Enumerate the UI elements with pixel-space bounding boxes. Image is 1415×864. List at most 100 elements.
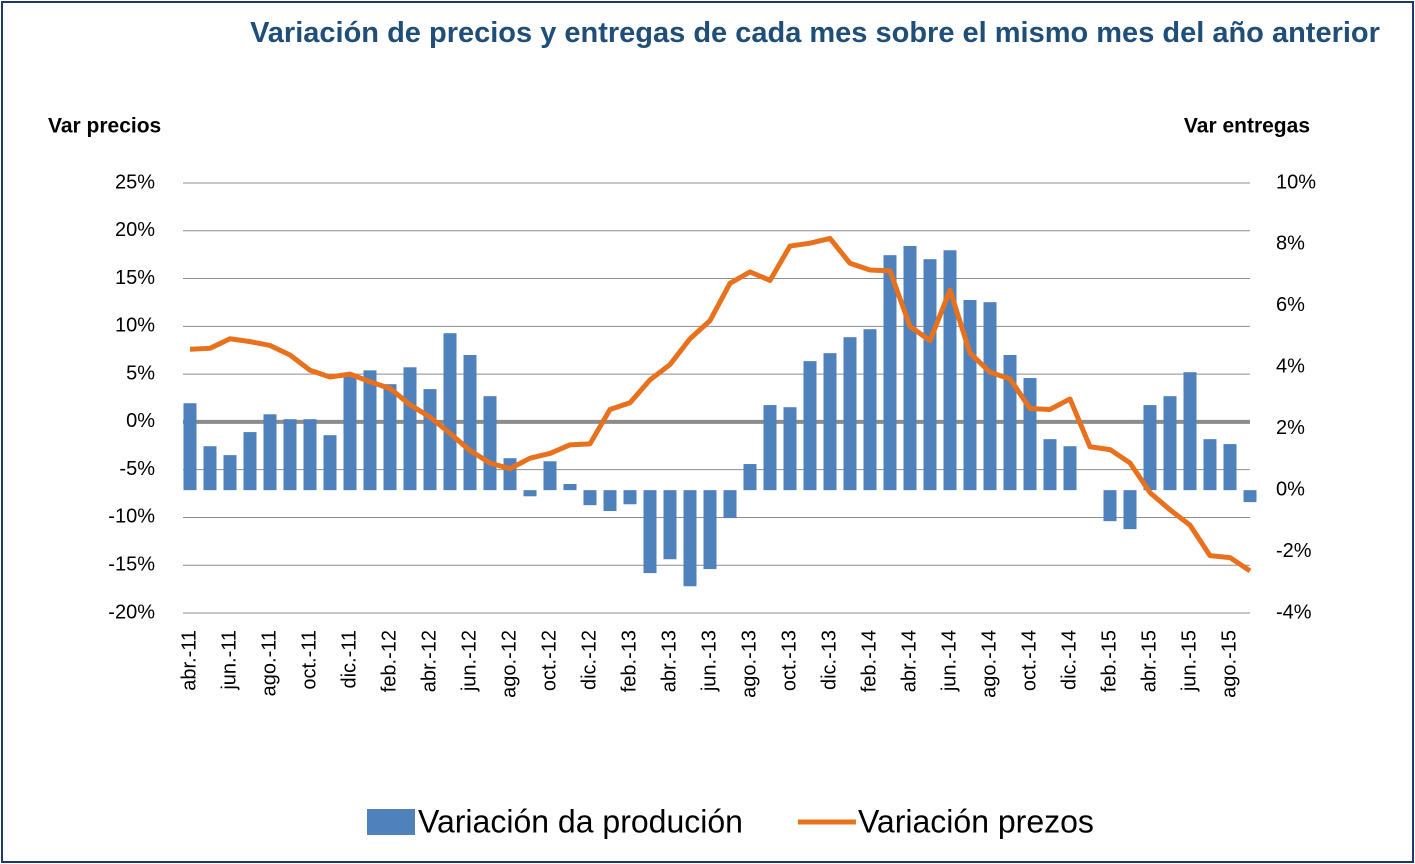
y-axis-label: Var precios xyxy=(48,115,161,138)
bar xyxy=(343,375,357,491)
bar xyxy=(523,490,537,497)
bar xyxy=(403,367,417,491)
bar xyxy=(1183,372,1197,491)
x-tick-label: jun.-12 xyxy=(458,630,480,692)
y2-tick-label: 6% xyxy=(1276,294,1305,316)
bar xyxy=(1123,490,1137,530)
x-tick-label: dic.-14 xyxy=(1058,630,1080,690)
x-tick-label: abr.-13 xyxy=(658,630,680,692)
x-tick-label: ago.-14 xyxy=(978,630,1000,698)
bar xyxy=(643,490,657,574)
bar xyxy=(903,245,917,491)
y-tick-label: 10% xyxy=(115,315,155,337)
bar xyxy=(263,414,277,491)
y-tick-label: 25% xyxy=(115,171,155,193)
bar xyxy=(583,490,597,506)
y2-tick-label: 4% xyxy=(1276,356,1305,378)
bar xyxy=(243,432,257,491)
legend-label: Variación da produción xyxy=(418,803,743,839)
y-tick-label: -5% xyxy=(119,458,155,480)
x-tick-label: oct.-12 xyxy=(538,630,560,691)
bar xyxy=(1163,396,1177,491)
bar xyxy=(663,490,677,560)
bar xyxy=(363,370,377,491)
bar xyxy=(1143,405,1157,491)
chart-title: Variación de precios y entregas de cada … xyxy=(250,17,1380,49)
bar xyxy=(543,461,557,491)
y-tick-label: -10% xyxy=(108,506,155,528)
bar xyxy=(803,361,817,491)
bar xyxy=(323,435,337,491)
bar xyxy=(223,455,237,491)
x-tick-label: dic.-12 xyxy=(578,630,600,690)
y-tick-label: 20% xyxy=(115,219,155,241)
bar xyxy=(1063,446,1077,491)
legend-swatch xyxy=(367,809,415,835)
x-tick-label: abr.-14 xyxy=(898,630,920,692)
x-tick-label: ago.-12 xyxy=(498,630,520,698)
bar xyxy=(183,403,197,491)
bar xyxy=(1203,439,1217,491)
bar xyxy=(703,490,717,570)
x-tick-label: abr.-15 xyxy=(1138,630,1160,692)
y-tick-label: 0% xyxy=(126,410,155,432)
x-tick-label: jun.-14 xyxy=(938,630,960,692)
y2-tick-label: 8% xyxy=(1276,233,1305,255)
x-tick-label: abr.-11 xyxy=(178,630,200,691)
bar xyxy=(1103,490,1117,522)
y2-tick-label: -2% xyxy=(1276,540,1312,562)
bar xyxy=(563,484,577,491)
bar xyxy=(743,464,757,491)
y2-axis-label: Var entregas xyxy=(1184,115,1310,138)
bar xyxy=(1003,355,1017,491)
bar xyxy=(883,255,897,491)
x-tick-label: jun.-15 xyxy=(1178,630,1200,692)
x-tick-label: dic.-13 xyxy=(818,630,840,690)
x-tick-label: ago.-13 xyxy=(738,630,760,698)
bar xyxy=(503,458,517,491)
x-tick-label: ago.-11 xyxy=(258,630,280,696)
x-tick-label: oct.-11 xyxy=(298,630,320,690)
bar xyxy=(763,405,777,491)
x-tick-label: feb.-12 xyxy=(378,630,400,692)
bar xyxy=(203,446,217,491)
bar xyxy=(843,337,857,491)
bar xyxy=(823,353,837,491)
y2-tick-label: 10% xyxy=(1276,171,1316,193)
bar xyxy=(963,300,977,491)
legend-label: Variación prezos xyxy=(858,803,1094,839)
bar xyxy=(1223,444,1237,491)
bar xyxy=(443,333,457,491)
bar xyxy=(863,329,877,491)
bar xyxy=(383,384,397,491)
bar xyxy=(923,259,937,491)
x-tick-label: jun.-13 xyxy=(698,630,720,692)
bar xyxy=(943,250,957,491)
x-tick-label: feb.-15 xyxy=(1098,630,1120,692)
bar xyxy=(423,389,437,491)
y-tick-label: -15% xyxy=(108,554,155,576)
bar xyxy=(283,419,297,491)
y-tick-label: -20% xyxy=(108,601,155,623)
x-tick-label: oct.-13 xyxy=(778,630,800,691)
bar xyxy=(483,396,497,491)
x-tick-label: feb.-13 xyxy=(618,630,640,692)
x-tick-label: jun.-11 xyxy=(218,630,240,691)
bar xyxy=(463,355,477,491)
bar xyxy=(683,490,697,587)
x-tick-label: feb.-14 xyxy=(858,630,880,692)
y2-tick-label: 0% xyxy=(1276,478,1305,500)
y-tick-label: 5% xyxy=(126,362,155,384)
bar xyxy=(723,490,737,519)
x-tick-label: abr.-12 xyxy=(418,630,440,692)
bar xyxy=(1023,378,1037,491)
bar xyxy=(1043,439,1057,491)
bar xyxy=(983,302,997,491)
y2-tick-label: -4% xyxy=(1276,601,1312,623)
y-tick-label: 15% xyxy=(115,267,155,289)
bar xyxy=(1243,490,1257,503)
bar xyxy=(783,407,797,491)
